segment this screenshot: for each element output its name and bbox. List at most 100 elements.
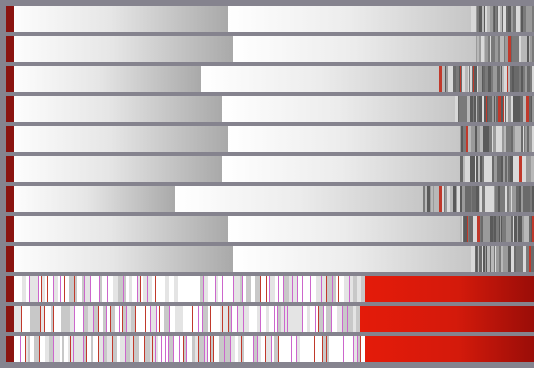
stripe bbox=[462, 66, 465, 92]
stripe bbox=[162, 336, 165, 362]
stripe bbox=[244, 336, 249, 362]
stripe bbox=[475, 126, 477, 152]
stripe bbox=[532, 36, 534, 62]
red-block bbox=[365, 336, 534, 362]
stripe bbox=[144, 336, 145, 362]
stripe bbox=[483, 216, 486, 242]
stripe bbox=[113, 336, 117, 362]
stripe bbox=[488, 246, 490, 272]
stripe bbox=[134, 336, 139, 362]
stripe bbox=[476, 186, 479, 212]
stripe bbox=[260, 276, 261, 302]
stripe bbox=[523, 66, 525, 92]
stripe bbox=[517, 216, 518, 242]
stripe bbox=[272, 336, 274, 362]
gradient-segment-left bbox=[14, 246, 233, 272]
stripe bbox=[519, 6, 520, 32]
stripe bbox=[278, 336, 279, 362]
stripe bbox=[279, 336, 281, 362]
gradient-segment-right bbox=[228, 126, 460, 152]
stripe bbox=[472, 216, 473, 242]
stripe bbox=[139, 306, 141, 332]
stripe bbox=[353, 276, 357, 302]
stripe bbox=[448, 66, 450, 92]
stripe bbox=[123, 276, 124, 302]
stripe bbox=[460, 126, 461, 152]
gradient-segment-left bbox=[14, 126, 228, 152]
stripe bbox=[166, 336, 168, 362]
stripe bbox=[241, 336, 242, 362]
stripe bbox=[99, 276, 100, 302]
stripe bbox=[21, 336, 25, 362]
stripe bbox=[349, 276, 350, 302]
gradient-segment-left bbox=[14, 186, 175, 212]
gray-bar-row bbox=[6, 126, 534, 152]
stripe bbox=[511, 96, 513, 122]
gradient-segment-right bbox=[222, 156, 460, 182]
stripe bbox=[516, 6, 519, 32]
stripe bbox=[150, 336, 152, 362]
row-edge bbox=[6, 66, 14, 92]
stripe bbox=[496, 246, 499, 272]
gradient-segment-left bbox=[14, 216, 228, 242]
stripe bbox=[188, 306, 192, 332]
stripe bbox=[58, 276, 60, 302]
stripe bbox=[230, 336, 231, 362]
stripe bbox=[529, 126, 532, 152]
stripe bbox=[498, 96, 500, 122]
stripe bbox=[289, 276, 292, 302]
stripe bbox=[274, 306, 275, 332]
stripe bbox=[257, 336, 258, 362]
stripe bbox=[265, 336, 266, 362]
stripe bbox=[115, 306, 119, 332]
stripe bbox=[228, 336, 230, 362]
red-bar-row bbox=[6, 306, 534, 332]
stripe bbox=[188, 276, 193, 302]
stripe bbox=[496, 66, 497, 92]
stripe bbox=[40, 306, 41, 332]
stripe bbox=[501, 96, 503, 122]
stripe bbox=[354, 336, 357, 362]
stripe bbox=[434, 186, 437, 212]
stripe bbox=[453, 66, 456, 92]
stripe bbox=[495, 36, 498, 62]
stripe bbox=[152, 336, 153, 362]
stripe bbox=[508, 6, 511, 32]
stripe bbox=[327, 336, 329, 362]
stripe bbox=[223, 276, 228, 302]
stripe bbox=[267, 276, 269, 302]
stripe bbox=[244, 306, 249, 332]
stripe bbox=[180, 336, 183, 362]
stripe bbox=[476, 156, 478, 182]
stripe bbox=[184, 336, 186, 362]
stripe bbox=[508, 66, 509, 92]
stripe bbox=[326, 276, 327, 302]
stripe bbox=[225, 336, 228, 362]
stripe bbox=[198, 336, 199, 362]
stripe bbox=[480, 186, 481, 212]
stripe bbox=[303, 276, 305, 302]
stripe bbox=[472, 66, 473, 92]
stripe bbox=[490, 36, 491, 62]
stripe-block bbox=[460, 126, 534, 152]
row-edge bbox=[6, 36, 14, 62]
stripe bbox=[122, 306, 123, 332]
stripe bbox=[98, 306, 99, 332]
stripe bbox=[468, 66, 469, 92]
stripe bbox=[502, 126, 503, 152]
stripe bbox=[511, 6, 513, 32]
stripe bbox=[315, 336, 318, 362]
red-block bbox=[365, 276, 534, 302]
stripe bbox=[501, 246, 503, 272]
row-edge bbox=[6, 126, 14, 152]
stripe bbox=[318, 306, 319, 332]
stripe bbox=[77, 276, 82, 302]
stripe bbox=[106, 306, 107, 332]
stripe bbox=[22, 306, 25, 332]
stripe bbox=[491, 246, 494, 272]
stripe bbox=[353, 306, 356, 332]
stripe bbox=[39, 276, 41, 302]
stripe bbox=[348, 306, 353, 332]
stripe bbox=[222, 276, 223, 302]
stripe bbox=[141, 306, 145, 332]
